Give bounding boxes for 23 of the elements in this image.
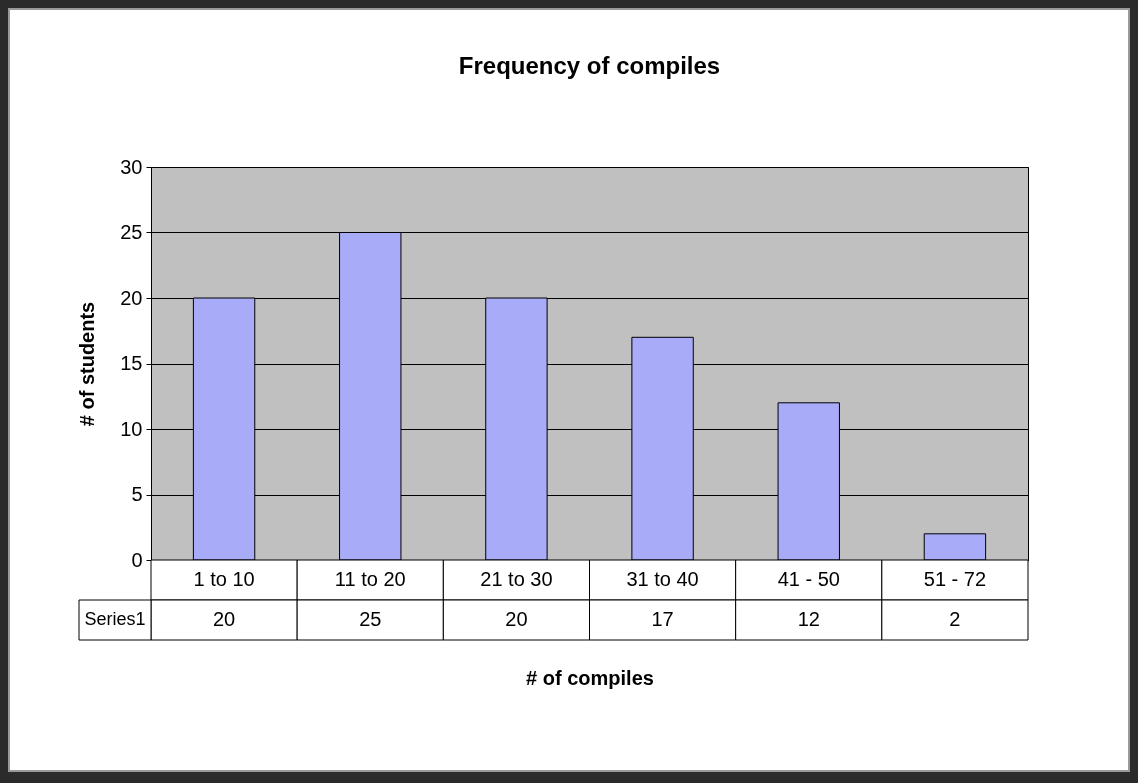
y-tick-label: 5 [131,483,143,505]
x-tick-label: 41 - 50 [777,568,840,590]
y-tick-label: 0 [131,548,143,571]
data-label: 25 [359,608,382,630]
data-label: 17 [651,608,674,630]
x-tick-label: 51 - 72 [923,568,987,590]
x-tick-label: 21 to 30 [480,568,553,590]
data-label: 12 [797,608,820,630]
text: Series1 [84,609,146,629]
x-tick-label: 31 to 40 [626,568,699,590]
y-tick-label: 10 [120,417,143,440]
chart-title: Frequency of compiles [458,52,721,79]
y-tick-label: 25 [120,221,143,243]
y-tick-label: 30 [120,155,143,178]
x-axis-title: # of compiles [526,666,654,689]
y-axis-title: # of students [76,301,99,427]
data-label: 20 [212,608,236,630]
y-tick-label: 15 [120,352,143,374]
x-tick-label: 1 to 10 [193,568,255,590]
y-tick-label: 20 [120,286,143,309]
x-tick-label: 11 to 20 [334,568,406,590]
data-label: 20 [505,608,528,630]
data-label: 2 [949,608,961,630]
